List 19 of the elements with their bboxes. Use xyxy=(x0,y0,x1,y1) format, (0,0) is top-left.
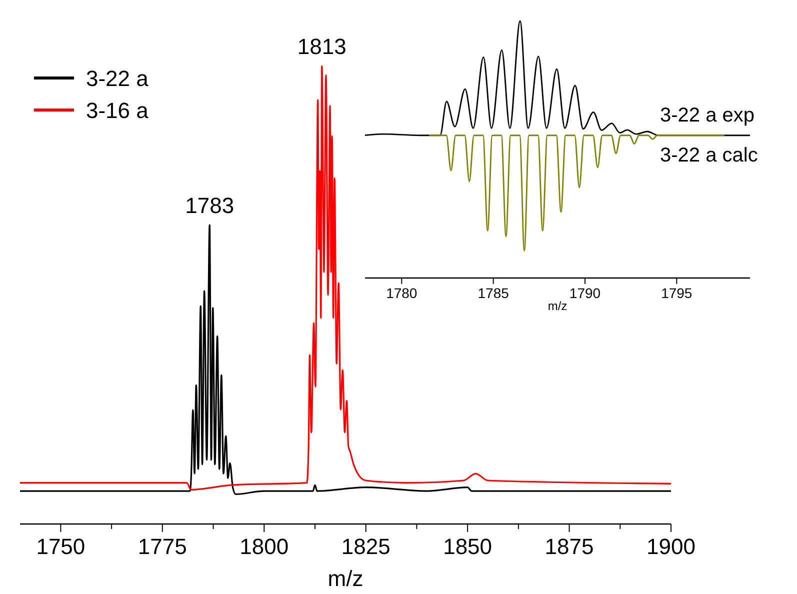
x-tick-label: 1850 xyxy=(443,534,492,559)
x-tick-label: 1785 xyxy=(478,285,510,301)
annotation: 1813 xyxy=(297,34,346,59)
x-tick-label: 1775 xyxy=(138,534,187,559)
x-tick-label: 1825 xyxy=(341,534,390,559)
x-tick-label: 1790 xyxy=(569,285,601,301)
series-label: 3-22 a exp xyxy=(660,104,755,126)
x-tick-label: 1795 xyxy=(661,285,692,301)
x-tick-label: 1875 xyxy=(544,534,594,559)
annotation: 1783 xyxy=(185,192,234,218)
legend-label: 3-16 a xyxy=(86,98,150,123)
x-tick-label: 1900 xyxy=(646,534,696,559)
x-tick-label: 1800 xyxy=(240,534,289,559)
legend-label: 3-22 a xyxy=(86,66,150,91)
x-tick-label: 1750 xyxy=(36,534,86,559)
x-axis-title: m/z xyxy=(548,299,568,313)
x-tick-label: 1780 xyxy=(386,285,418,301)
x-axis-title: m/z xyxy=(328,566,364,591)
series-label: 3-22 a calc xyxy=(660,144,758,166)
